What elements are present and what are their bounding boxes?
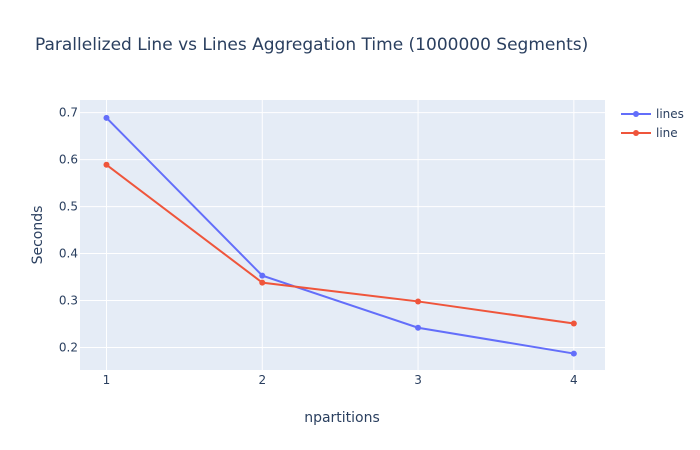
y-tick-label: 0.4 bbox=[59, 247, 78, 261]
x-tick-label: 1 bbox=[103, 373, 111, 387]
data-point-line[interactable] bbox=[259, 279, 266, 286]
y-axis-label: Seconds bbox=[30, 206, 46, 265]
series-line-line bbox=[105, 164, 574, 325]
x-tick-label: 4 bbox=[570, 373, 578, 387]
series-line[interactable] bbox=[103, 161, 577, 327]
series-layer bbox=[103, 114, 577, 357]
series-lines[interactable] bbox=[103, 114, 577, 357]
data-point-lines[interactable] bbox=[570, 350, 577, 357]
legend-label: lines bbox=[656, 107, 684, 121]
data-point-lines[interactable] bbox=[259, 272, 266, 279]
plot-area bbox=[80, 100, 605, 370]
y-tick-label: 0.3 bbox=[59, 294, 78, 308]
data-point-line[interactable] bbox=[415, 298, 422, 305]
series-line-lines bbox=[105, 117, 575, 355]
x-tick-label: 2 bbox=[258, 373, 266, 387]
x-axis-ticks: 1 2 3 4 bbox=[103, 373, 578, 387]
data-point-lines[interactable] bbox=[415, 324, 422, 331]
x-axis-label: npartitions bbox=[304, 410, 380, 426]
y-tick-label: 0.6 bbox=[59, 153, 78, 167]
legend-swatch-marker bbox=[633, 111, 639, 117]
y-tick-label: 0.7 bbox=[59, 106, 78, 120]
data-point-lines[interactable] bbox=[103, 114, 110, 121]
legend-item-line[interactable]: line bbox=[621, 126, 678, 140]
y-tick-label: 0.5 bbox=[59, 200, 78, 214]
legend-swatch-marker bbox=[633, 130, 639, 136]
data-point-line[interactable] bbox=[570, 320, 577, 327]
data-point-line[interactable] bbox=[103, 161, 110, 168]
legend-item-lines[interactable]: lines bbox=[621, 107, 684, 121]
y-axis-ticks: 0.2 0.3 0.4 0.5 0.6 0.7 bbox=[59, 106, 78, 355]
y-tick-label: 0.2 bbox=[59, 340, 78, 354]
chart-title: Parallelized Line vs Lines Aggregation T… bbox=[35, 35, 588, 55]
x-tick-label: 3 bbox=[414, 373, 422, 387]
legend-label: line bbox=[656, 126, 678, 140]
legend[interactable]: lines line bbox=[621, 107, 684, 140]
